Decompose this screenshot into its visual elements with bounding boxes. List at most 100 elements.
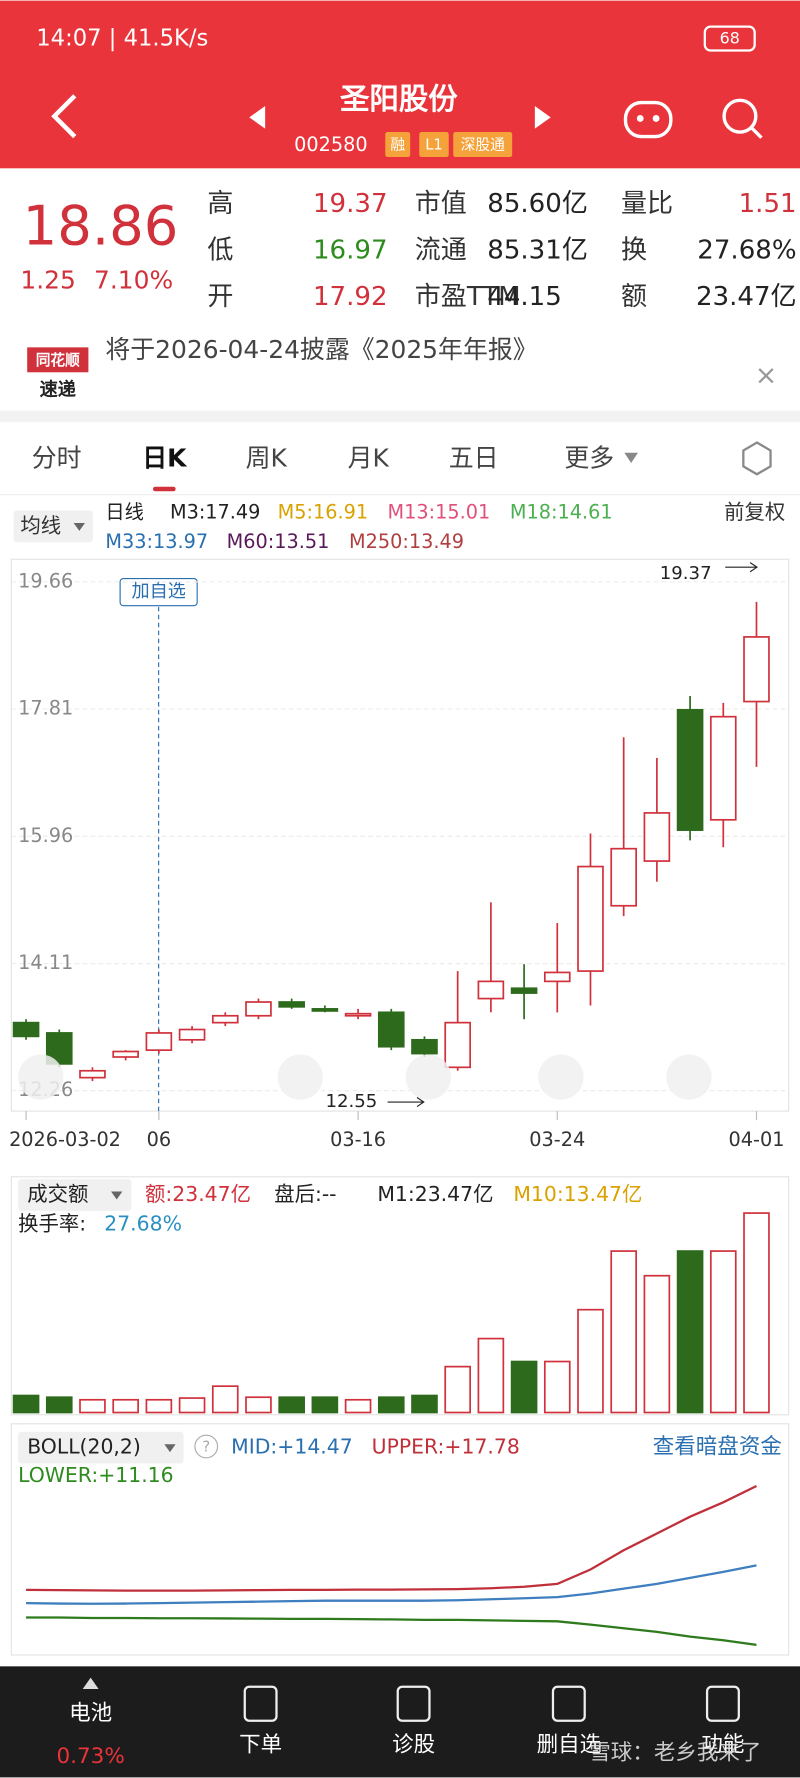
ma-legend: M18:14.61 [510,500,613,523]
ma-selector[interactable]: 均线 [20,513,61,537]
robot-icon[interactable] [623,100,673,139]
tab[interactable]: 周K [246,444,288,473]
expand-icon [82,1677,99,1689]
candle-body [543,971,571,983]
candle-body [743,636,770,703]
quote-value: 85.31亿 [487,236,588,266]
adjust-mode[interactable]: 前复权 [724,500,785,524]
tab[interactable]: 月K [348,444,390,473]
volume-legend: 额:23.47亿 [145,1182,251,1206]
nav-item[interactable]: 删自选 [537,1733,602,1758]
notice-text[interactable]: 将于2026-04-24披露《2025年年报》 [105,335,537,364]
volume-bar [510,1360,538,1414]
nav-battery-label[interactable]: 电池 [69,1701,112,1726]
quote-label: 市盈TTM [415,282,521,312]
ma-legend: M33:13.97 [105,530,208,553]
quote-value: 23.47亿 [696,282,797,312]
boll-selector[interactable]: BOLL(20,2) [27,1435,141,1459]
candle-body [112,1050,139,1058]
dropdown-arrow [164,1444,176,1453]
help-mark: ? [202,1439,210,1456]
battery-icon [703,25,756,52]
volume-bar [444,1365,471,1414]
volume-bar [79,1398,106,1414]
brand-logo [27,347,89,373]
candle-body [510,987,538,994]
pan-left[interactable] [405,1054,451,1100]
turnover-value: 27.68% [104,1211,182,1235]
bottom-nav [0,1666,800,1778]
dropdown-arrow [111,1191,123,1200]
nav-icon [396,1685,431,1722]
kline-frame [10,558,790,1112]
volume-bar [311,1396,339,1414]
volume-bar [610,1250,637,1414]
quote-value: 19.37 [313,189,388,219]
volume-legend: M1:23.47亿 [377,1182,493,1206]
brand-name: 同花顺 [36,351,80,369]
candle-body [610,847,637,907]
boll-line [26,1484,757,1592]
quote-value: 16.97 [313,236,388,266]
close-notice[interactable] [758,368,774,384]
nav-item[interactable]: 诊股 [392,1733,435,1758]
nav-icon [705,1685,740,1722]
back-button[interactable] [51,94,77,139]
dropdown-arrow [624,452,638,463]
min-arrow [387,1097,425,1108]
help-icon[interactable] [194,1434,219,1459]
volume-bar [278,1396,305,1414]
volume-bar [543,1360,571,1414]
quote-label: 量比 [621,189,673,219]
ma-legend: M5:16.91 [278,500,368,523]
next-stock[interactable] [534,105,551,129]
search-icon[interactable] [722,98,763,139]
quote-value: 85.60亿 [487,189,588,219]
battery-level: 68 [720,29,740,48]
volume-selector[interactable]: 成交额 [27,1182,88,1206]
x-tick-label: 04-01 [729,1128,785,1151]
boll-line [26,1564,757,1605]
tag-bg [385,132,411,157]
x-tick-label: 2026-03-02 [9,1128,121,1151]
fullscreen[interactable] [666,1054,712,1100]
nav-item[interactable]: 功能 [701,1733,744,1758]
candle-body [245,1001,272,1017]
candle-body [377,1011,405,1048]
volume-bar [676,1250,704,1414]
volume-selector-bg[interactable] [18,1179,132,1211]
period: 日线 [105,500,144,523]
boll-lower: LOWER:+11.16 [18,1463,173,1487]
candle-body [444,1021,471,1069]
status-time: 14:07 | 41.5K/s [36,26,208,52]
candle-body [211,1014,239,1024]
tab[interactable]: 更多 [564,444,614,473]
pan-right[interactable] [538,1054,584,1100]
nav-battery-value: 0.73% [56,1744,124,1769]
watch-label[interactable]: 加自选 [131,581,185,602]
tab[interactable]: 分时 [32,444,82,473]
volume-bar [12,1394,40,1414]
price-change-pct: 7.10% [94,266,173,295]
settings-icon[interactable] [742,441,772,476]
nav-item[interactable]: 下单 [239,1733,282,1758]
watermark: 雪球：老乡我来了 [589,1741,761,1766]
tag: 深股通 [461,137,505,154]
tab[interactable]: 日K [142,444,188,473]
dark-pool-link[interactable]: 查看暗盘资金 [653,1435,782,1460]
boll-selector-bg[interactable] [18,1431,184,1464]
zoom-out[interactable] [277,1054,323,1100]
divider [0,410,800,423]
prev-stock[interactable] [249,105,266,129]
zoom-far[interactable] [18,1054,64,1100]
candle-body [178,1028,206,1041]
candle-body [145,1032,173,1051]
ma-selector-bg[interactable] [13,510,93,543]
min-label: 12.55 [325,1091,377,1112]
volume-frame [10,1176,790,1416]
tab[interactable]: 五日 [449,444,499,473]
volume-bar [112,1398,139,1414]
watch-tag[interactable] [119,577,198,607]
